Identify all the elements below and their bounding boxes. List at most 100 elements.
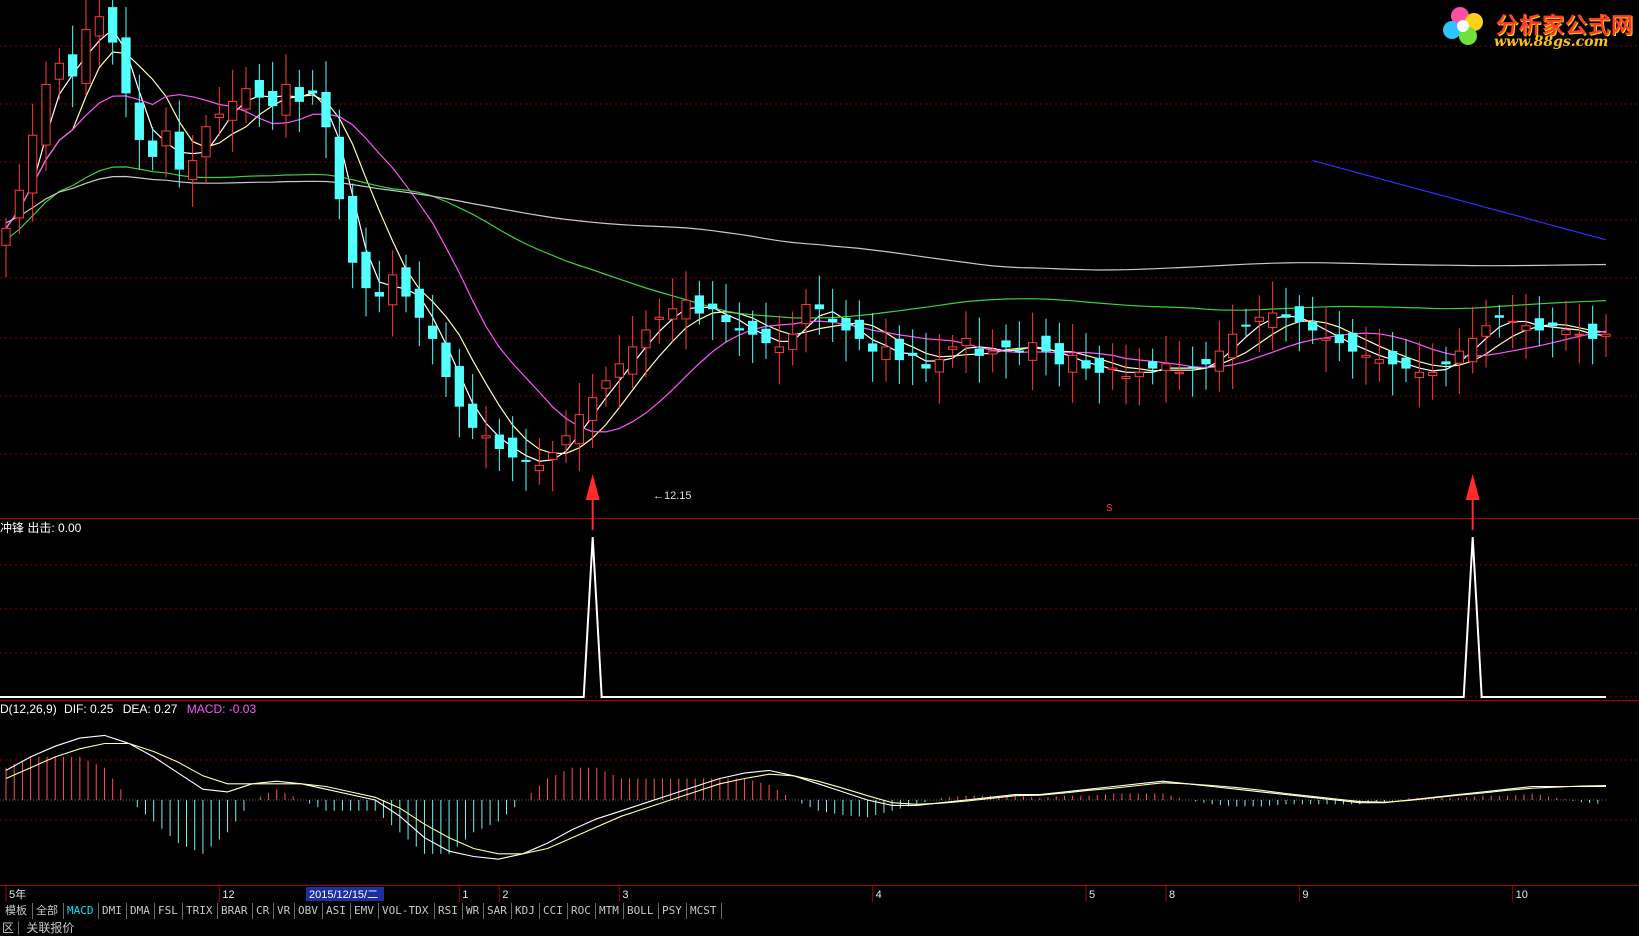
status-region[interactable]: 区 (0, 921, 20, 935)
candle-down (1054, 343, 1064, 365)
candle-down (1494, 315, 1504, 318)
macd-params: D(12,26,9) (0, 702, 57, 716)
indicator-tab-vr[interactable]: VR (274, 903, 295, 919)
candle-down (868, 343, 878, 352)
candle-down (1241, 324, 1251, 327)
candle-down (894, 338, 904, 361)
candle-down (1094, 357, 1104, 373)
indicator-tab-dmi[interactable]: DMI (99, 903, 127, 919)
candle-down (468, 403, 478, 428)
candle-down (108, 7, 118, 43)
candle-up (28, 134, 38, 194)
candle-up (14, 189, 24, 219)
candle-up (934, 359, 944, 373)
cursor-date-box (306, 887, 384, 901)
candle-up (1, 227, 11, 246)
logo-brand: 分析家公式网 (1496, 14, 1635, 39)
candle-up (548, 452, 558, 461)
candle-up (54, 62, 64, 80)
time-tick-label: 12 (222, 889, 234, 901)
indicator-tab-rsi[interactable]: RSI (435, 903, 463, 919)
candle-down (361, 251, 371, 289)
candle-up (628, 346, 638, 375)
macd-panel (0, 734, 1607, 860)
indicator-tab-macd[interactable]: MACD (64, 903, 99, 919)
signal-arrows (585, 474, 1480, 530)
candle-down (1534, 318, 1544, 331)
status-related-quotes[interactable]: 关联报价 (26, 921, 75, 935)
indicator-tab-emv[interactable]: EMV (351, 903, 379, 919)
signal-arrow-head (585, 474, 600, 500)
site-logo: 分析家公式网 www.88gs.com (1438, 2, 1636, 52)
s-marker: S (1106, 503, 1113, 514)
candle-up (574, 414, 584, 445)
indicator-label: 冲锋 出击: 0.00 (0, 521, 82, 535)
candle-down (1014, 350, 1024, 353)
indicator-tab-sar[interactable]: SAR (484, 903, 512, 919)
ma120-line (5, 175, 1607, 271)
time-tick-label: 5年 (9, 887, 26, 901)
candle-up (241, 88, 251, 110)
indicator-tab-wr[interactable]: WR (463, 903, 484, 919)
candle-up (1374, 359, 1384, 364)
candle-up (801, 304, 811, 325)
candle-up (881, 346, 891, 360)
candle-up (388, 274, 398, 306)
candle-up (1468, 337, 1478, 363)
candle-up (281, 83, 291, 116)
candle-down (268, 91, 278, 107)
candle-up (1174, 371, 1184, 375)
indicator-tab-obv[interactable]: OBV (295, 903, 323, 919)
indicator-tab-cci[interactable]: CCI (540, 903, 568, 919)
candle-up (228, 100, 238, 121)
candle-up (788, 333, 798, 350)
candle-up (1454, 350, 1464, 364)
candle-down (761, 328, 771, 344)
chart-grid (0, 45, 1639, 886)
macd-macd-value: MACD: -0.03 (186, 702, 257, 716)
macd-dif-value: DIF: 0.25 (64, 702, 114, 716)
candle-up (1521, 325, 1531, 331)
indicator-tab-asi[interactable]: ASI (323, 903, 351, 919)
signal-arrow-head (1465, 474, 1480, 500)
indicator-tab-cr[interactable]: CR (253, 903, 274, 919)
indicator-tab-mtm[interactable]: MTM (596, 903, 624, 919)
indicator-tab-trix[interactable]: TRIX (183, 903, 218, 919)
candle-up (988, 350, 998, 355)
indicator-tab-all[interactable]: 全部 (33, 903, 64, 919)
indicator-tab-kdj[interactable]: KDJ (512, 903, 540, 919)
candle-up (1254, 316, 1264, 322)
indicator-tab-boll[interactable]: BOLL (624, 903, 659, 919)
candle-down (1281, 314, 1291, 318)
candle-down (428, 325, 438, 339)
indicator-tab-voltdx[interactable]: VOL-TDX (379, 903, 435, 919)
candle-up (1161, 363, 1171, 372)
indicator-tab-dma[interactable]: DMA (127, 903, 155, 919)
candlesticks (1, 0, 1611, 492)
candle-down (721, 315, 731, 322)
macd-dea-value: DEA: 0.27 (122, 702, 178, 716)
time-tick-label: 5 (1089, 889, 1095, 901)
candle-up (41, 83, 51, 146)
candle-up (534, 464, 544, 472)
candle-up (1028, 342, 1038, 361)
indicator-tab-fsl[interactable]: FSL (155, 903, 183, 919)
candle-up (1428, 371, 1438, 377)
ma250-line (1312, 160, 1607, 241)
candle-up (94, 16, 104, 37)
candle-down (521, 459, 531, 462)
candle-down (1441, 361, 1451, 365)
candle-down (174, 131, 184, 170)
indicator-tab-psy[interactable]: PSY (659, 903, 687, 919)
indicator-tab-brar[interactable]: BRAR (218, 903, 253, 919)
indicator-tab-mcst[interactable]: MCST (687, 903, 722, 919)
candle-down (854, 319, 864, 339)
candle-up (1228, 333, 1238, 359)
indicator-tab-roc[interactable]: ROC (568, 903, 596, 919)
candle-up (1214, 350, 1224, 372)
candle-down (68, 54, 78, 77)
candle-down (1401, 357, 1411, 369)
indicator-tab-template[interactable]: 模板 (2, 903, 33, 919)
candle-down (321, 91, 331, 128)
